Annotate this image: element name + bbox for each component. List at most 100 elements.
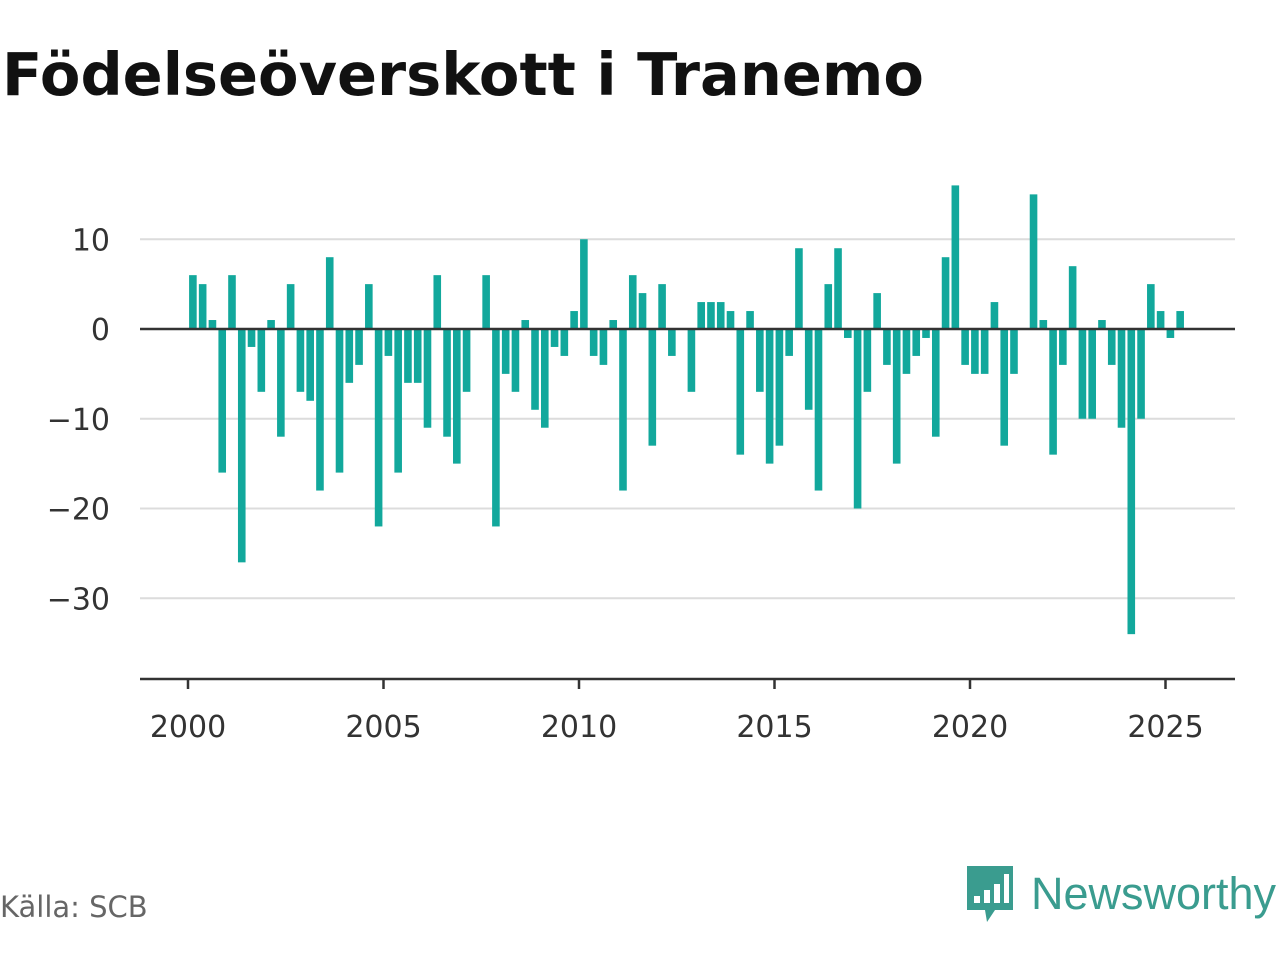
- bar: [795, 248, 803, 329]
- bar: [384, 329, 393, 356]
- bar: [765, 329, 774, 464]
- bar: [453, 329, 461, 464]
- bar: [1039, 320, 1048, 329]
- bar: [756, 329, 764, 392]
- bar: [198, 284, 207, 329]
- bars: [189, 185, 1184, 635]
- bar: [218, 329, 227, 473]
- bar: [1059, 329, 1067, 365]
- bar: [844, 329, 852, 338]
- bar: [736, 329, 745, 455]
- bar: [941, 257, 950, 329]
- bar: [892, 329, 901, 464]
- source-note: Källa: SCB: [0, 890, 148, 924]
- bar: [961, 329, 969, 365]
- bar: [814, 329, 823, 491]
- bar: [560, 329, 569, 356]
- bar: [521, 320, 530, 329]
- bar: [1010, 329, 1018, 374]
- bar: [775, 329, 784, 446]
- bar: [1117, 329, 1126, 428]
- bar: [746, 311, 754, 329]
- bar: [951, 185, 960, 329]
- bar: [492, 329, 500, 527]
- bar: [208, 320, 217, 329]
- bar: [355, 329, 363, 365]
- bar: [853, 329, 862, 509]
- bar: [883, 329, 891, 365]
- bar: [668, 329, 676, 356]
- bar: [902, 329, 911, 374]
- x-tick-label: 2015: [736, 710, 812, 745]
- bar: [804, 329, 813, 410]
- bar: [267, 320, 275, 329]
- brand-name: Newsworthy: [1031, 868, 1277, 919]
- bar: [628, 275, 637, 329]
- bar: [1049, 329, 1057, 455]
- bar: [1107, 329, 1116, 365]
- bar: [423, 329, 432, 428]
- bar: [1127, 329, 1136, 635]
- y-axis-tick-labels: 10 0 −10 −20 −30: [47, 223, 110, 617]
- bar: [863, 329, 872, 392]
- bar: [726, 311, 735, 329]
- bar: [325, 257, 334, 329]
- bar: [873, 293, 881, 329]
- bar: [531, 329, 539, 410]
- bar: [550, 329, 559, 347]
- bar: [277, 329, 285, 437]
- bar: [316, 329, 324, 491]
- brand-logo[interactable]: Newsworthy: [965, 864, 1276, 924]
- bar: [462, 329, 471, 392]
- bar: [1078, 329, 1087, 419]
- bar: [433, 275, 442, 329]
- y-tick-label: 0: [91, 313, 110, 348]
- bar: [785, 329, 793, 356]
- bar: [580, 239, 588, 329]
- bar: [648, 329, 657, 446]
- bar: [335, 329, 344, 473]
- bar: [404, 329, 412, 383]
- bar: [980, 329, 989, 374]
- bar: [1068, 266, 1077, 329]
- bar: [971, 329, 979, 374]
- bar: [638, 293, 647, 329]
- chart-title: Födelseöverskott i Tranemo: [2, 40, 924, 109]
- bar: [247, 329, 256, 347]
- bar: [687, 329, 696, 392]
- bar: [413, 329, 422, 383]
- bar: [189, 275, 197, 329]
- bar: [257, 329, 266, 392]
- x-tick-label: 2025: [1127, 710, 1203, 745]
- bar: [296, 329, 305, 392]
- bar: [912, 329, 921, 356]
- bar: [482, 275, 490, 329]
- x-tick-label: 2005: [345, 710, 421, 745]
- bar: [345, 329, 354, 383]
- bar: [1176, 311, 1184, 329]
- bar: [990, 302, 999, 329]
- bar: [228, 275, 236, 329]
- bar: [1029, 194, 1038, 329]
- bar: [619, 329, 627, 491]
- bar: [540, 329, 549, 428]
- x-axis-ticks: 2000 2005 2010 2015 2020 2025: [150, 679, 1204, 745]
- bar: [716, 302, 725, 329]
- y-tick-label: 10: [72, 223, 110, 258]
- x-tick-label: 2010: [541, 710, 617, 745]
- bar: [501, 329, 510, 374]
- y-tick-label: −20: [47, 493, 110, 528]
- bar: [707, 302, 715, 329]
- bar: [1098, 320, 1106, 329]
- x-tick-label: 2000: [150, 710, 226, 745]
- bar: [1137, 329, 1145, 419]
- bar: [443, 329, 451, 437]
- bar: [1147, 284, 1155, 329]
- bar: [1000, 329, 1009, 446]
- bar: [237, 329, 246, 563]
- bar: [922, 329, 930, 338]
- bar: [1088, 329, 1096, 419]
- bar: [658, 284, 666, 329]
- bar: [609, 320, 618, 329]
